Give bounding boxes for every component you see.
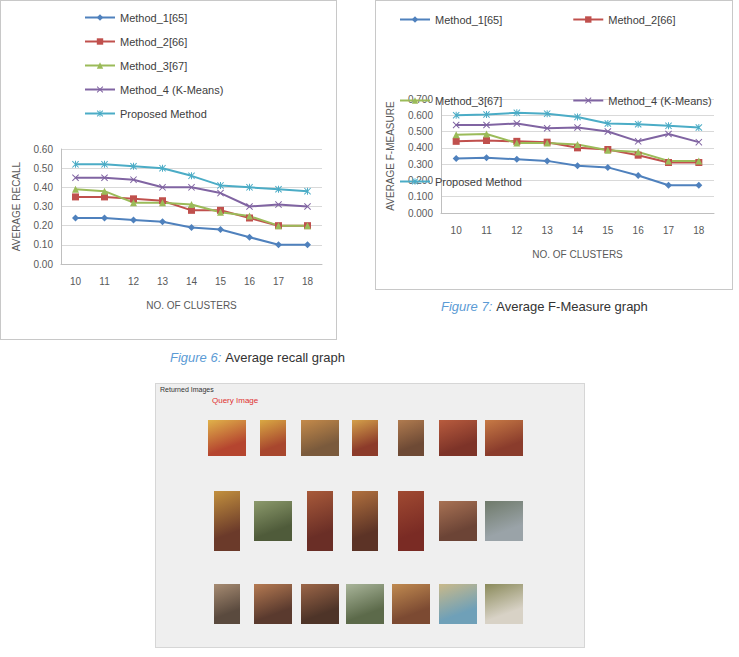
svg-text:0.500: 0.500 bbox=[408, 126, 433, 137]
svg-text:13: 13 bbox=[542, 225, 554, 236]
html-text:Figure 7: Average F-Measure gr: Figure 7: Average F-Measure graph bbox=[441, 299, 648, 314]
svg-text:AVERAGE F-MEASURE: AVERAGE F-MEASURE bbox=[385, 101, 396, 211]
svg-text:AVERAGE RECALL: AVERAGE RECALL bbox=[11, 161, 22, 251]
svg-text:Method_4 (K-Means): Method_4 (K-Means) bbox=[120, 84, 223, 96]
svg-text:Method_3[67]: Method_3[67] bbox=[435, 95, 502, 107]
svg-text:NO. OF CLUSTERS: NO. OF CLUSTERS bbox=[532, 249, 623, 260]
svg-text:0.60: 0.60 bbox=[34, 144, 54, 155]
html-text:Figure 6: Average recall graph: Figure 6: Average recall graph bbox=[170, 350, 345, 365]
svg-text:0.00: 0.00 bbox=[34, 259, 54, 270]
svg-text:Method_4 (K-Means): Method_4 (K-Means) bbox=[608, 95, 711, 107]
svg-text:13: 13 bbox=[157, 276, 169, 287]
svg-text:Proposed Method: Proposed Method bbox=[435, 176, 522, 188]
svg-text:11: 11 bbox=[99, 276, 110, 287]
svg-text:14: 14 bbox=[186, 276, 198, 287]
svg-text:17: 17 bbox=[273, 276, 285, 287]
svg-text:0.700: 0.700 bbox=[408, 94, 433, 105]
svg-text:18: 18 bbox=[693, 225, 705, 236]
svg-text:15: 15 bbox=[215, 276, 227, 287]
svg-text:16: 16 bbox=[244, 276, 256, 287]
svg-text:Proposed Method: Proposed Method bbox=[120, 108, 207, 120]
svg-text:16: 16 bbox=[633, 225, 645, 236]
svg-text:NO. OF CLUSTERS: NO. OF CLUSTERS bbox=[146, 300, 237, 311]
svg-text:0.20: 0.20 bbox=[34, 220, 54, 231]
svg-text:12: 12 bbox=[128, 276, 140, 287]
svg-text:0.600: 0.600 bbox=[408, 110, 433, 121]
html-text:Returned Images: Returned Images bbox=[160, 386, 214, 393]
html-text:Query Image: Query Image bbox=[212, 396, 259, 405]
svg-text:10: 10 bbox=[70, 276, 82, 287]
svg-text:17: 17 bbox=[663, 225, 675, 236]
svg-text:Method_2[66]: Method_2[66] bbox=[120, 36, 187, 48]
svg-text:12: 12 bbox=[511, 225, 523, 236]
svg-text:0.400: 0.400 bbox=[408, 142, 433, 153]
svg-text:Method_3[67]: Method_3[67] bbox=[120, 60, 187, 72]
svg-text:11: 11 bbox=[481, 225, 492, 236]
svg-text:0.10: 0.10 bbox=[34, 239, 54, 250]
svg-text:Method_2[66]: Method_2[66] bbox=[608, 14, 675, 26]
svg-text:14: 14 bbox=[572, 225, 584, 236]
svg-text:0.100: 0.100 bbox=[408, 191, 433, 202]
svg-text:0.30: 0.30 bbox=[34, 201, 54, 212]
svg-text:0.40: 0.40 bbox=[34, 182, 54, 193]
svg-text:Method_1[65]: Method_1[65] bbox=[120, 12, 187, 24]
svg-text:0.50: 0.50 bbox=[34, 163, 54, 174]
svg-text:15: 15 bbox=[602, 225, 614, 236]
svg-text:Method_1[65]: Method_1[65] bbox=[435, 14, 502, 26]
svg-text:10: 10 bbox=[451, 225, 463, 236]
svg-text:0.300: 0.300 bbox=[408, 159, 433, 170]
svg-text:0.000: 0.000 bbox=[408, 208, 433, 219]
svg-text:18: 18 bbox=[302, 276, 314, 287]
svg-text:0.200: 0.200 bbox=[408, 175, 433, 186]
